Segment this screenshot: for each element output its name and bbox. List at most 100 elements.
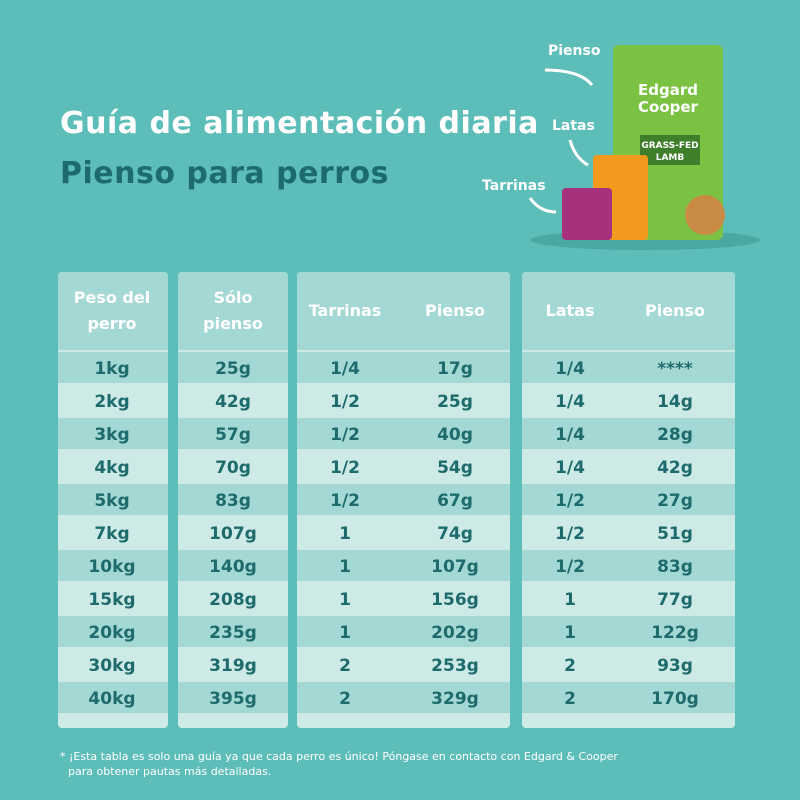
header-band bbox=[178, 272, 288, 350]
subtitle: Pienso para perros bbox=[60, 156, 389, 191]
table-cell: 329g bbox=[431, 688, 479, 709]
table-cell: 17g bbox=[437, 358, 473, 379]
table-cell: 10kg bbox=[88, 556, 136, 577]
column-header: Sólo pienso bbox=[203, 288, 263, 333]
table-cell: 253g bbox=[431, 655, 479, 676]
table-cell: 30kg bbox=[88, 655, 136, 676]
table-cell: **** bbox=[657, 358, 693, 379]
table-cell: 1/2 bbox=[330, 391, 360, 412]
row-stripe bbox=[178, 616, 288, 647]
row-stripe bbox=[522, 484, 735, 515]
table-cell: 83g bbox=[215, 490, 251, 511]
row-stripe bbox=[522, 682, 735, 713]
table-cell: 93g bbox=[657, 655, 693, 676]
row-stripe bbox=[58, 550, 168, 581]
table-cell: 54g bbox=[437, 457, 473, 478]
bag-text: LAMB bbox=[656, 153, 685, 163]
table-cell: 319g bbox=[209, 655, 257, 676]
table-cell: 208g bbox=[209, 589, 257, 610]
table-cell: 170g bbox=[651, 688, 699, 709]
bag-text: GRASS-FED bbox=[641, 141, 698, 151]
table-cell: 1/2 bbox=[555, 556, 585, 577]
table-cell: 4kg bbox=[94, 457, 130, 478]
product-illustration: Pienso Latas Tarrinas Edgard Cooper GRAS… bbox=[482, 43, 760, 250]
row-stripe bbox=[178, 484, 288, 515]
table-cell: 3kg bbox=[94, 424, 130, 445]
row-stripe bbox=[58, 682, 168, 713]
footnote: para obtener pautas más detalladas. bbox=[68, 765, 272, 778]
table-cell: 70g bbox=[215, 457, 251, 478]
row-stripe bbox=[297, 682, 510, 713]
table-cell: 28g bbox=[657, 424, 693, 445]
table-cell: 20kg bbox=[88, 622, 136, 643]
row-stripe bbox=[58, 616, 168, 647]
table-cell: 1 bbox=[339, 556, 351, 577]
bag-text: Edgard bbox=[638, 81, 698, 99]
header-band bbox=[297, 272, 510, 350]
table-cell: 40g bbox=[437, 424, 473, 445]
table-cell: 14g bbox=[657, 391, 693, 412]
row-stripe bbox=[522, 616, 735, 647]
table-cell: 42g bbox=[215, 391, 251, 412]
row-stripe bbox=[58, 484, 168, 515]
table-cell: 1/4 bbox=[330, 358, 360, 379]
table-cell: 40kg bbox=[88, 688, 136, 709]
title: Guía de alimentación diaria bbox=[60, 106, 539, 141]
table-cell: 140g bbox=[209, 556, 257, 577]
table-cell: 1 bbox=[339, 589, 351, 610]
table-cell: 1/2 bbox=[555, 490, 585, 511]
table-cell: 1 bbox=[564, 589, 576, 610]
column-header: Peso del perro bbox=[73, 288, 151, 333]
row-stripe bbox=[58, 418, 168, 449]
table-cell: 107g bbox=[209, 523, 257, 544]
table-cell: 2 bbox=[564, 655, 576, 676]
table-cell: 235g bbox=[209, 622, 257, 643]
row-stripe bbox=[58, 352, 168, 383]
row-stripe bbox=[297, 550, 510, 581]
table-cell: 2 bbox=[339, 655, 351, 676]
table-cell: 15kg bbox=[88, 589, 136, 610]
row-stripe bbox=[178, 352, 288, 383]
column-header: Pienso bbox=[425, 301, 485, 320]
row-stripe bbox=[297, 352, 510, 383]
table-cell: 42g bbox=[657, 457, 693, 478]
table-cell: 2 bbox=[339, 688, 351, 709]
table-cell: 77g bbox=[657, 589, 693, 610]
row-stripe bbox=[178, 682, 288, 713]
table-cell: 395g bbox=[209, 688, 257, 709]
table-cell: 1/4 bbox=[555, 391, 585, 412]
table-cell: 74g bbox=[437, 523, 473, 544]
column-header: Pienso bbox=[645, 301, 705, 320]
table-cell: 1/4 bbox=[555, 424, 585, 445]
table-cell: 1/2 bbox=[555, 523, 585, 544]
table-cell: 156g bbox=[431, 589, 479, 610]
table-cell: 1 bbox=[339, 622, 351, 643]
table-cell: 27g bbox=[657, 490, 693, 511]
table-cell: 57g bbox=[215, 424, 251, 445]
product-label: Pienso bbox=[548, 43, 601, 59]
table-cell: 2kg bbox=[94, 391, 130, 412]
column-header: Latas bbox=[545, 301, 595, 320]
table-cell: 67g bbox=[437, 490, 473, 511]
bag-text: Cooper bbox=[638, 98, 699, 116]
table-cell: 83g bbox=[657, 556, 693, 577]
table-cell: 1/2 bbox=[330, 457, 360, 478]
product-label: Latas bbox=[552, 118, 595, 134]
table-cell: 1/2 bbox=[330, 490, 360, 511]
row-stripe bbox=[178, 418, 288, 449]
table-cell: 5kg bbox=[94, 490, 130, 511]
table-cell: 7kg bbox=[94, 523, 130, 544]
header-band bbox=[58, 272, 168, 350]
row-stripe bbox=[522, 418, 735, 449]
footnote: * ¡Esta tabla es solo una guía ya que ca… bbox=[60, 750, 618, 763]
row-stripe bbox=[297, 484, 510, 515]
table-cell: 1 bbox=[339, 523, 351, 544]
header-band bbox=[522, 272, 735, 350]
table-cell: 1/2 bbox=[330, 424, 360, 445]
table-cell: 25g bbox=[437, 391, 473, 412]
table-cell: 1kg bbox=[94, 358, 130, 379]
table-cell: 25g bbox=[215, 358, 251, 379]
row-stripe bbox=[297, 418, 510, 449]
table-cell: 2 bbox=[564, 688, 576, 709]
